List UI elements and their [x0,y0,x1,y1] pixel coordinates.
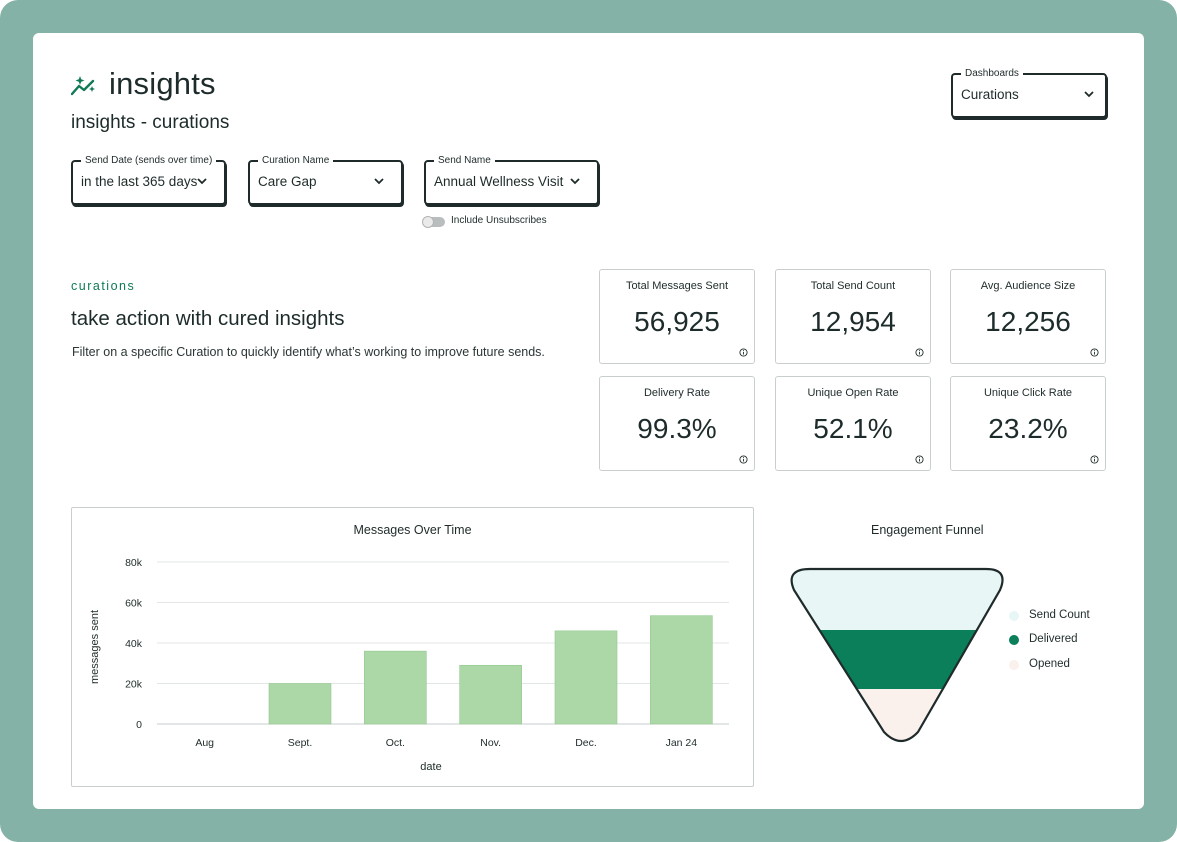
metric-label: Unique Click Rate [983,387,1073,399]
metric-value: 56,925 [634,306,720,337]
toggle-knob [422,216,434,228]
funnel-stage-delivered [791,630,1003,689]
metric-card-delivery-rate: Delivery Rate 99.3% [599,376,755,471]
funnel-title: Engagement Funnel [871,523,984,537]
info-icon[interactable] [739,455,748,464]
metric-value: 52.1% [813,413,893,444]
chevron-down-icon [570,178,580,185]
y-tick-label: 40k [125,638,143,650]
metric-card-unique-open-rate: Unique Open Rate 52.1% [775,376,931,471]
y-tick-label: 0 [136,719,142,731]
info-icon[interactable] [1090,455,1099,464]
x-axis-title: date [420,761,441,773]
curation-name-value: Care Gap [258,174,317,189]
metric-value: 23.2% [988,413,1068,444]
include-unsubscribes-label: Include Unsubscribes [451,215,547,226]
send-date-value: in the last 365 days [81,174,198,189]
x-tick-label: Sept. [288,737,313,749]
send-name-value: Annual Wellness Visit [434,174,564,189]
metric-value: 99.3% [637,413,717,444]
insights-panel: insights insights - curations Dashboards… [33,33,1144,809]
x-tick-label: Aug [195,737,214,749]
metric-label: Delivery Rate [643,387,711,399]
page-subtitle: insights - curations [71,112,230,133]
funnel-outline [790,567,1004,743]
info-icon[interactable] [1090,348,1099,357]
x-tick-label: Nov. [480,737,501,749]
insights-sparkle-icon [71,76,95,96]
page-title: insights [109,66,216,101]
send-name-dropdown[interactable]: Send Name Annual Wellness Visit [424,154,599,205]
info-icon[interactable] [915,348,924,357]
info-icon[interactable] [739,348,748,357]
bar [459,664,522,725]
metric-label: Total Messages Sent [625,280,729,292]
chart-title: Messages Over Time [353,523,472,537]
x-tick-label: Jan 24 [666,737,698,749]
metric-label: Unique Open Rate [807,387,899,399]
metric-card-unique-click-rate: Unique Click Rate 23.2% [950,376,1106,471]
y-tick-label: 80k [125,557,143,569]
dashboards-value: Curations [961,87,1019,102]
metric-value: 12,954 [810,306,896,337]
bar [554,630,618,725]
curation-name-label: Curation Name [258,154,334,168]
metric-card-total-send-count: Total Send Count 12,954 [775,269,931,364]
funnel-stage-opened [791,689,1003,741]
section-eyebrow: curations [71,279,136,293]
metric-card-total-messages-sent: Total Messages Sent 56,925 [599,269,755,364]
x-tick-label: Oct. [386,737,405,749]
legend-swatch [1009,660,1019,670]
curation-name-dropdown[interactable]: Curation Name Care Gap [248,154,403,205]
messages-over-time-chart: Messages Over Time 0 20k 40k 60k 80k Aug Sept.… [71,507,754,787]
legend-swatch [1009,611,1019,621]
section-description: Filter on a specific Curation to quickly… [72,345,545,359]
legend-swatch [1009,635,1019,645]
x-tick-label: Dec. [575,737,597,749]
info-icon[interactable] [915,455,924,464]
y-tick-label: 60k [125,598,143,610]
y-tick-label: 20k [125,679,143,691]
metric-value: 12,256 [985,306,1071,337]
chevron-down-icon [374,178,384,185]
section-headline: take action with cured insights [71,307,345,330]
legend-label: Delivered [1029,633,1078,645]
legend-label: Opened [1029,658,1070,670]
metric-label: Avg. Audience Size [980,280,1076,292]
dashboards-dropdown[interactable]: Dashboards Curations [951,67,1107,118]
bar [650,615,713,725]
dashboards-label: Dashboards [961,67,1023,81]
include-unsubscribes-toggle[interactable] [422,216,445,228]
send-date-label: Send Date (sends over time) [81,154,217,168]
legend-label: Send Count [1029,609,1090,621]
funnel-stage-send-count [791,569,1003,630]
bar [268,683,332,725]
chevron-down-icon [1084,91,1094,98]
bar [364,650,427,725]
bar-chart-plot: 0 20k 40k 60k 80k Aug Sept. Oct. Nov. Dec. Jan 24 d… [89,557,729,773]
chevron-down-icon [197,178,207,185]
send-name-label: Send Name [434,154,495,168]
y-axis-title: messages sent [89,610,101,684]
engagement-funnel-chart [790,567,1004,743]
metric-card-avg-audience-size: Avg. Audience Size 12,256 [950,269,1106,364]
send-date-dropdown[interactable]: Send Date (sends over time) in the last … [71,154,226,205]
metric-label: Total Send Count [810,280,896,292]
